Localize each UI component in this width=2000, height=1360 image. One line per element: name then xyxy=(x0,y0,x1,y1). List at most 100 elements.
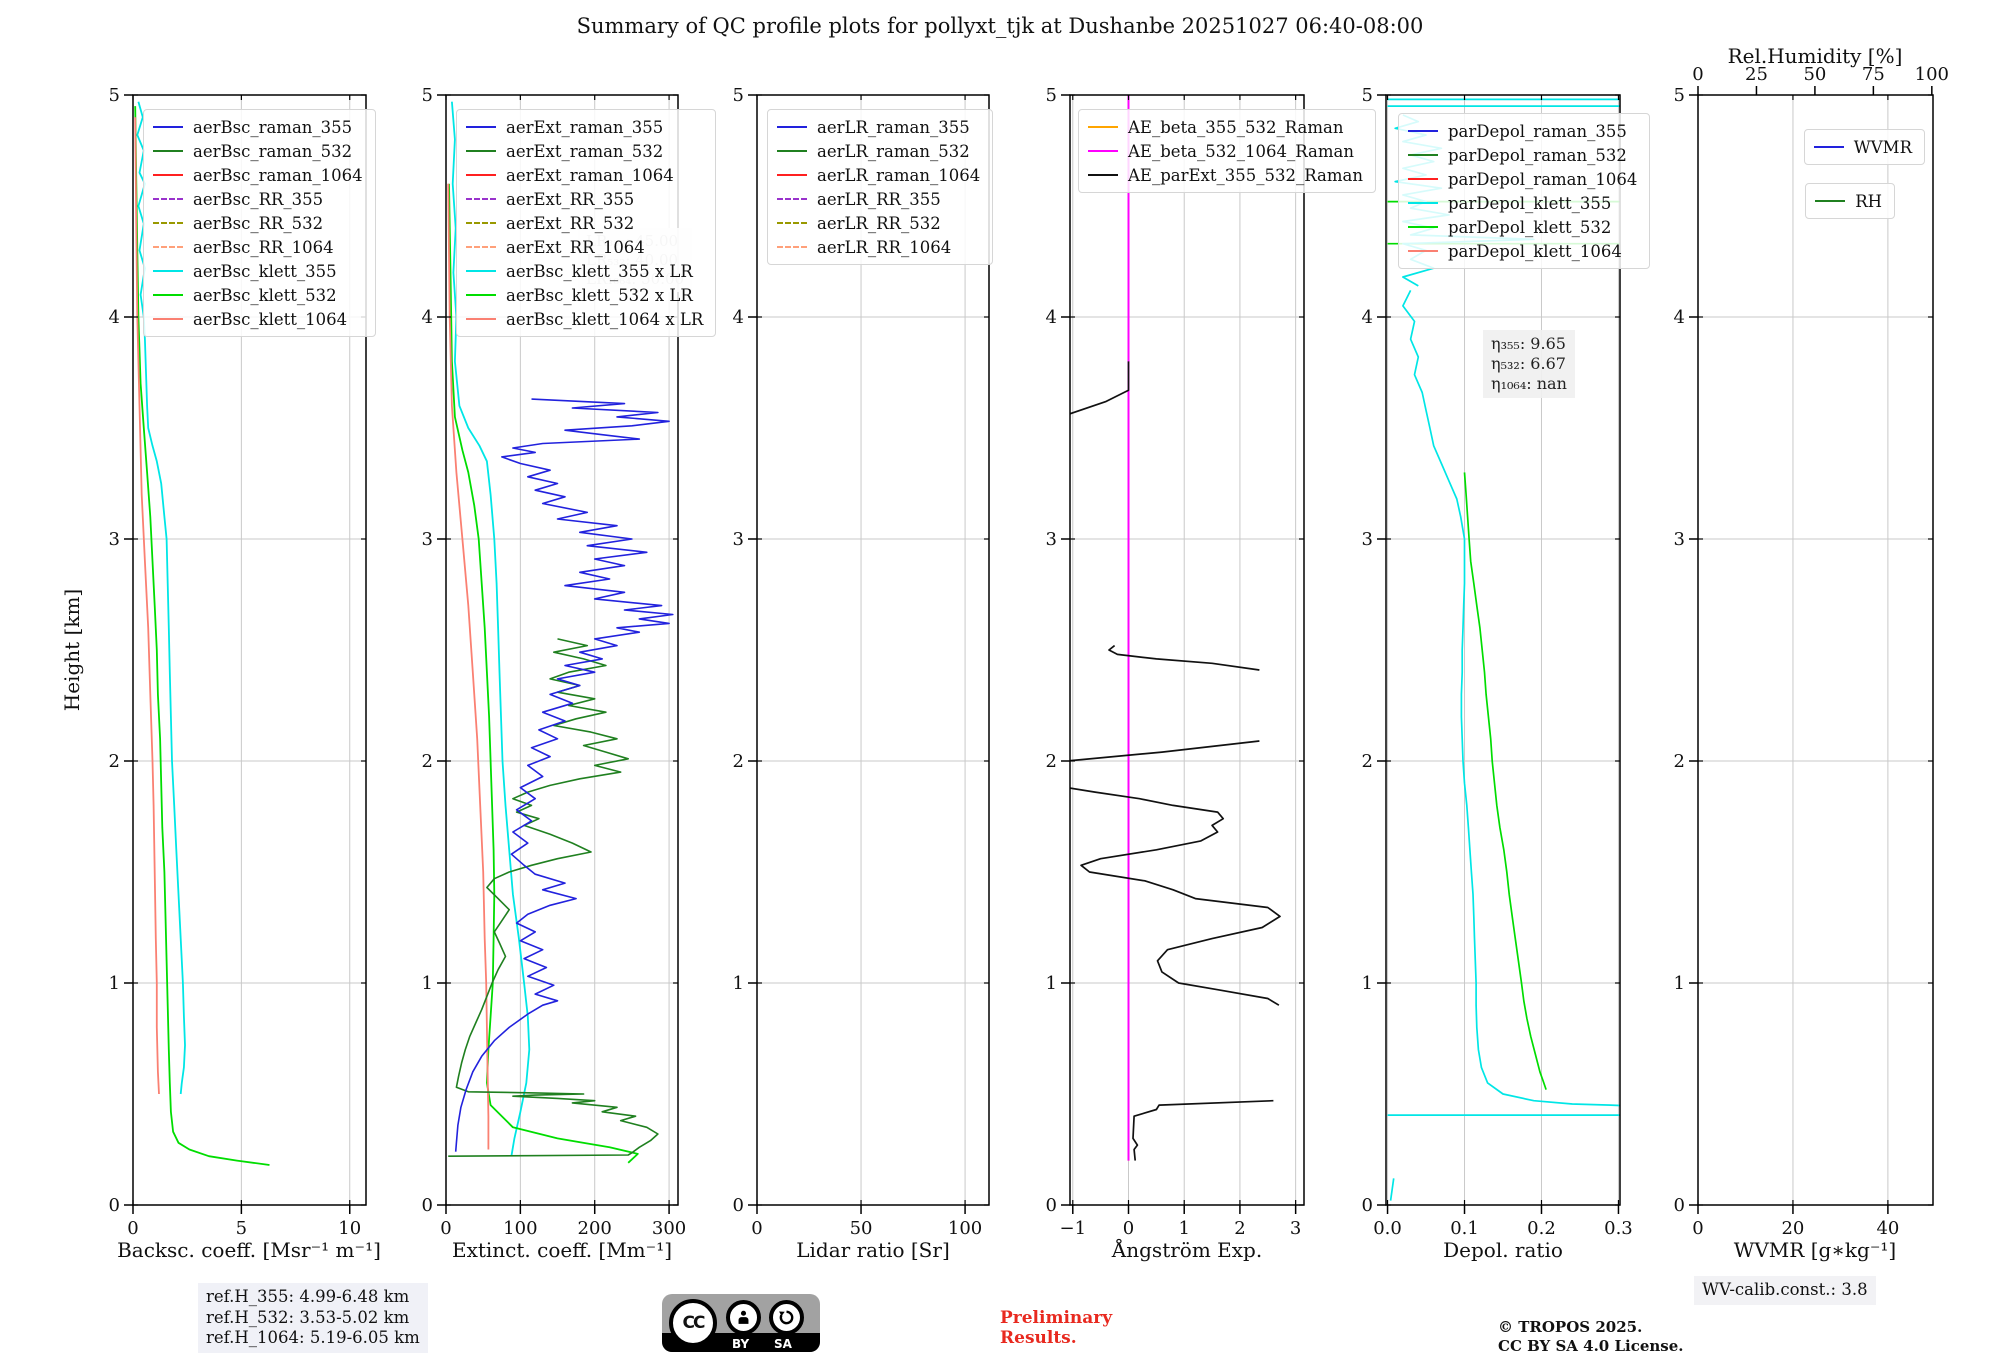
legend-depol: parDepol_raman_355 parDepol_raman_532 parD… xyxy=(1398,113,1651,269)
legend-item-aerLR_RR_1064: aerLR_RR_1064 xyxy=(777,235,980,259)
legend-label: aerBsc_klett_355 x LR xyxy=(506,261,693,281)
legend-item-parDepol_raman_1064: parDepol_raman_1064 xyxy=(1408,167,1637,191)
svg-text:1: 1 xyxy=(1674,973,1685,994)
cc-by-text: BY xyxy=(732,1337,750,1351)
cc-logo-icon: CC xyxy=(669,1299,717,1347)
legend-line-sample xyxy=(1815,200,1846,202)
legend-item-parDepol_raman_355: parDepol_raman_355 xyxy=(1408,119,1637,143)
svg-text:2: 2 xyxy=(733,751,744,772)
series-aerBsc_klett_355 xyxy=(136,101,186,1095)
legend-wvmr-1: RH xyxy=(1805,183,1895,219)
svg-text:1: 1 xyxy=(1362,973,1373,994)
svg-text:50: 50 xyxy=(850,1218,873,1239)
svg-text:3: 3 xyxy=(1046,529,1057,550)
legend-item-aerExt_RR_355: aerExt_RR_355 xyxy=(466,187,703,211)
series-AE_parExt_355_532_Raman xyxy=(1132,1099,1274,1161)
legend-label: AE_parExt_355_532_Raman xyxy=(1128,165,1363,185)
series-aerBsc_klett_532 x LR xyxy=(448,183,639,1164)
svg-text:100: 100 xyxy=(1915,64,1949,85)
legend-line-sample xyxy=(466,222,496,224)
series-AE_parExt_355_532_Raman xyxy=(1069,740,1260,762)
svg-text:300: 300 xyxy=(652,1218,686,1239)
eta-532-value: η₅₃₂: 6.67 xyxy=(1491,354,1566,373)
cc-sharealike-arrow-icon xyxy=(769,1300,804,1335)
legend-label: aerBsc_klett_532 x LR xyxy=(506,285,693,305)
legend-item-AE_beta_532_1064_Raman: AE_beta_532_1064_Raman xyxy=(1088,139,1363,163)
preliminary-results-note: Preliminary Results. xyxy=(1000,1308,1112,1349)
series-aerBsc_klett_532 xyxy=(134,106,270,1166)
legend-item-WVMR: WVMR xyxy=(1813,135,1912,159)
legend-label: aerLR_RR_355 xyxy=(817,189,941,209)
svg-text:−1: −1 xyxy=(1060,1218,1087,1239)
svg-text:0: 0 xyxy=(1692,1218,1703,1239)
legend-label: aerExt_raman_532 xyxy=(506,141,664,161)
svg-text:0: 0 xyxy=(733,1195,744,1216)
legend-item-aerBsc_klett_1064 x LR: aerBsc_klett_1064 x LR xyxy=(466,307,703,331)
legend-label: aerExt_RR_1064 xyxy=(506,237,645,257)
legend-line-sample xyxy=(153,174,183,176)
legend-label: aerLR_RR_532 xyxy=(817,213,941,233)
svg-text:0.2: 0.2 xyxy=(1527,1218,1556,1239)
svg-text:5: 5 xyxy=(109,85,120,106)
series-parDepol_klett_355 xyxy=(1389,1178,1395,1201)
legend-line-sample xyxy=(1088,174,1118,176)
svg-text:0: 0 xyxy=(1046,1195,1057,1216)
series-parDepol_klett_532 xyxy=(1463,472,1547,1090)
legend-label: aerBsc_raman_355 xyxy=(193,117,353,137)
x-axis-label-lidar-ratio: Lidar ratio [Sr] xyxy=(796,1238,950,1262)
svg-text:0: 0 xyxy=(1123,1218,1134,1239)
legend-item-parDepol_klett_1064: parDepol_klett_1064 xyxy=(1408,239,1637,263)
legend-item-aerExt_raman_532: aerExt_raman_532 xyxy=(466,139,703,163)
series-aerExt_raman_355 xyxy=(454,398,674,1152)
legend-label: aerLR_raman_532 xyxy=(817,141,970,161)
legend-angstroem: AE_beta_355_532_Raman AE_beta_532_1064_Ra… xyxy=(1078,109,1376,193)
cc-sa-text: SA xyxy=(774,1337,792,1351)
svg-text:0: 0 xyxy=(751,1218,762,1239)
legend-item-parDepol_klett_532: parDepol_klett_532 xyxy=(1408,215,1637,239)
legend-label: aerBsc_klett_1064 x LR xyxy=(506,309,704,329)
legend-item-aerBsc_klett_355: aerBsc_klett_355 xyxy=(153,259,363,283)
eta-1064-value: η₁₀₆₄: nan xyxy=(1491,374,1567,393)
legend-item-aerLR_RR_355: aerLR_RR_355 xyxy=(777,187,980,211)
ref-h-355: ref.H_355: 4.99-6.48 km xyxy=(206,1287,410,1306)
legend-line-sample xyxy=(466,246,496,248)
legend-line-sample xyxy=(153,126,183,128)
svg-text:0.3: 0.3 xyxy=(1604,1218,1633,1239)
legend-label: parDepol_klett_1064 xyxy=(1448,241,1622,261)
legend-label: aerBsc_raman_532 xyxy=(193,141,353,161)
series-AE_parExt_355_532_Raman xyxy=(1069,787,1281,1006)
svg-text:2: 2 xyxy=(109,751,120,772)
depol-eta-annotation: η₃₅₅: 9.65 η₅₃₂: 6.67 η₁₀₆₄: nan xyxy=(1483,330,1575,398)
legend-line-sample xyxy=(153,222,183,224)
legend-item-aerBsc_raman_1064: aerBsc_raman_1064 xyxy=(153,163,363,187)
legend-label: aerBsc_RR_532 xyxy=(193,213,324,233)
legend-item-aerBsc_klett_355 x LR: aerBsc_klett_355 x LR xyxy=(466,259,703,283)
series-AE_parExt_355_532_Raman xyxy=(1069,361,1130,415)
svg-text:20: 20 xyxy=(1781,1218,1804,1239)
svg-text:1: 1 xyxy=(109,973,120,994)
legend-item-aerBsc_klett_532: aerBsc_klett_532 xyxy=(153,283,363,307)
legend-label: parDepol_raman_1064 xyxy=(1448,169,1638,189)
svg-text:0: 0 xyxy=(109,1195,120,1216)
legend-item-aerBsc_raman_532: aerBsc_raman_532 xyxy=(153,139,363,163)
svg-text:0: 0 xyxy=(440,1218,451,1239)
legend-label: parDepol_klett_532 xyxy=(1448,217,1612,237)
svg-text:3: 3 xyxy=(733,529,744,550)
preliminary-line-2: Results. xyxy=(1000,1328,1077,1349)
series-aerExt_raman_532 xyxy=(448,638,659,1157)
legend-label: aerBsc_raman_1064 xyxy=(193,165,363,185)
svg-text:2: 2 xyxy=(1234,1218,1245,1239)
svg-text:50: 50 xyxy=(1803,64,1826,85)
svg-text:40: 40 xyxy=(1876,1218,1899,1239)
top-axis-label: Rel.Humidity [%] xyxy=(1727,44,1903,68)
legend-item-parDepol_raman_532: parDepol_raman_532 xyxy=(1408,143,1637,167)
legend-line-sample xyxy=(1408,178,1438,180)
svg-text:4: 4 xyxy=(1674,307,1685,328)
legend-label: aerBsc_klett_532 xyxy=(193,285,337,305)
legend-label: aerBsc_klett_355 xyxy=(193,261,337,281)
legend-item-aerBsc_klett_1064: aerBsc_klett_1064 xyxy=(153,307,363,331)
legend-label: aerLR_raman_1064 xyxy=(817,165,981,185)
legend-line-sample xyxy=(466,126,496,128)
legend-label: RH xyxy=(1855,191,1882,211)
